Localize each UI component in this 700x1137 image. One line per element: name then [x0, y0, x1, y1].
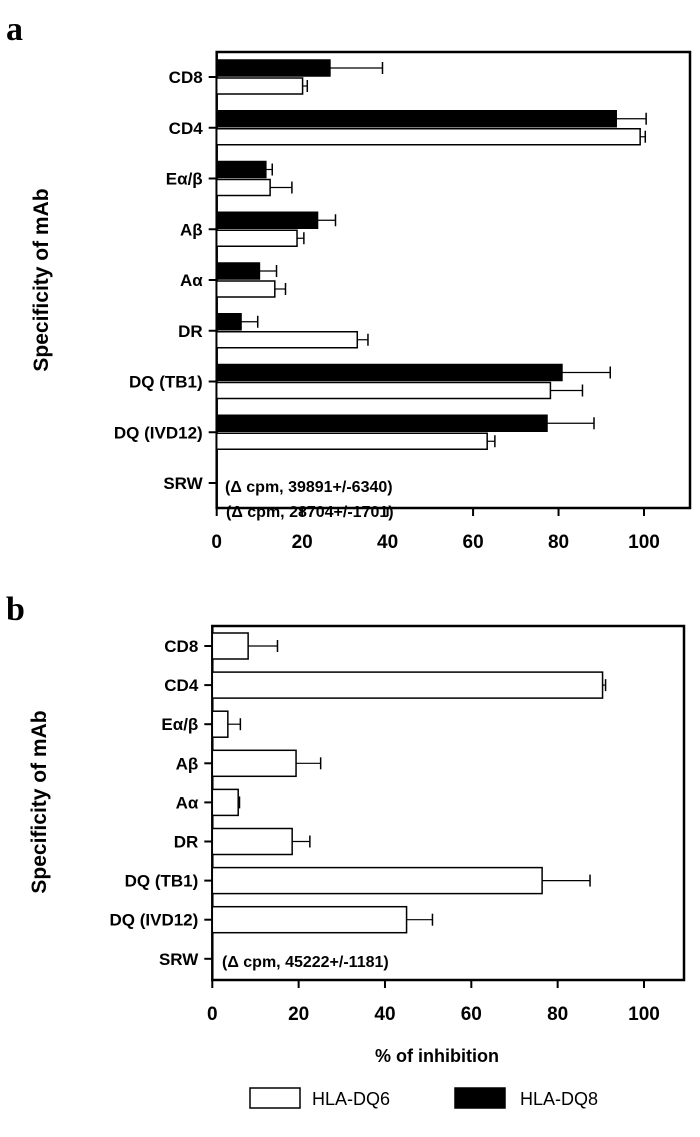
category-label: DR [174, 833, 199, 852]
bar-hla-dq6 [211, 632, 249, 660]
y-axis-label-a: Specificity of mAb [30, 188, 53, 371]
category-label: SRW [163, 474, 203, 493]
plot-b: 0 20 40 60 80 100 CD8 CD4 Eα/β Aβ Aα DR DQ (TB1) DQ (… [110, 624, 686, 1025]
bar-hla-dq6 [211, 827, 293, 856]
x-tick-label: 0 [211, 532, 222, 553]
category-label: Aβ [176, 754, 199, 773]
category-label: DQ (TB1) [129, 373, 203, 392]
plot-a: 0 20 40 60 80 100 CD8 CD4 Eα/β Aβ Aα DR DQ (TB1) DQ (… [114, 50, 692, 553]
bar-hla-dq8 [215, 363, 563, 382]
bar-hla-dq8 [215, 414, 548, 432]
bar-hla-dq6 [211, 788, 239, 817]
x-tick-label: 40 [374, 1004, 395, 1025]
bar-hla-dq6 [215, 229, 298, 247]
legend-label-dq6: HLA-DQ6 [312, 1089, 390, 1109]
category-label: CD8 [164, 637, 198, 656]
x-tick-label: 100 [628, 1004, 660, 1025]
category-label: DR [178, 322, 203, 341]
bar-hla-dq6 [211, 749, 297, 778]
x-tick-label: 60 [463, 532, 484, 553]
bar-hla-dq6 [215, 280, 276, 298]
bar-hla-dq6 [211, 671, 604, 699]
annotation-a-1: (Δ cpm, 39891+/-6340) [225, 479, 393, 496]
category-label: Aα [180, 271, 203, 290]
panel-label-b: b [6, 591, 25, 628]
bar-hla-dq6 [215, 432, 488, 450]
panel-label-a: a [6, 11, 23, 48]
x-tick-label: 100 [628, 532, 660, 553]
category-label: Aα [176, 793, 199, 812]
x-tick-label: 80 [547, 1004, 568, 1025]
bar-hla-dq8 [215, 313, 242, 331]
x-tick-label: 60 [461, 1004, 482, 1025]
category-label: DQ (IVD12) [110, 911, 199, 930]
category-label: SRW [159, 950, 199, 969]
category-label: Eα/β [166, 170, 203, 189]
bar-hla-dq8 [215, 59, 331, 77]
annotation-b-1: (Δ cpm, 45222+/-1181) [222, 954, 389, 971]
category-label: DQ (IVD12) [114, 423, 203, 442]
bar-hla-dq8 [215, 160, 267, 179]
bar-hla-dq6 [215, 77, 304, 95]
category-label: CD8 [169, 68, 203, 87]
bar-hla-dq6 [215, 331, 359, 349]
bar-hla-dq6 [211, 905, 408, 934]
bar-hla-dq6 [215, 178, 271, 197]
legend: HLA-DQ6 HLA-DQ8 [249, 1087, 598, 1109]
x-tick-label: 0 [207, 1004, 218, 1025]
bar-hla-dq8 [215, 110, 617, 128]
bar-hla-dq6 [211, 866, 543, 895]
bar-hla-dq8 [215, 211, 319, 229]
bar-hla-dq8 [215, 262, 261, 280]
x-tick-label: 40 [377, 532, 398, 553]
y-axis-label-b: Specificity of mAb [28, 710, 51, 893]
x-tick-label: 20 [292, 532, 313, 553]
category-label: Eα/β [161, 715, 198, 734]
bar-hla-dq6 [215, 128, 641, 146]
bar-hla-dq6 [211, 710, 229, 738]
legend-swatch-dq6 [249, 1087, 301, 1109]
category-label: DQ (TB1) [125, 872, 199, 891]
x-tick-label: 20 [288, 1004, 309, 1025]
x-tick-label: 80 [548, 532, 569, 553]
x-axis-label-b: % of inhibition [375, 1046, 499, 1066]
legend-label-dq8: HLA-DQ8 [520, 1089, 598, 1109]
annotation-a-2: (Δ cpm, 28704+/-1701) [226, 504, 394, 521]
bar-hla-dq6 [215, 381, 552, 400]
legend-swatch-dq8 [454, 1087, 506, 1109]
category-label: Aβ [180, 220, 203, 239]
category-label: CD4 [164, 676, 199, 695]
category-label: CD4 [169, 119, 204, 138]
